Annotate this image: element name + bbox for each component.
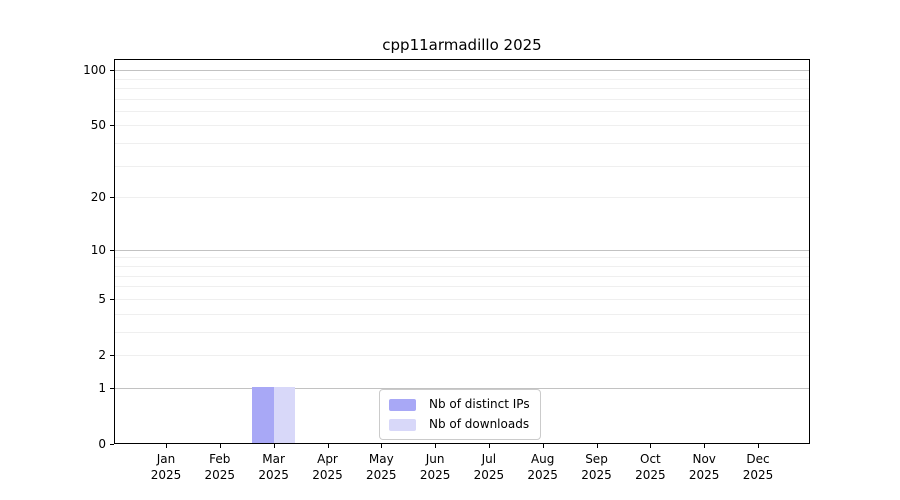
y-axis-tick-label: 10 [90,242,106,257]
y-tick-mark [110,444,114,445]
gridline-minor [115,165,809,167]
x-axis-tick-label: Jun 2025 [403,451,467,483]
x-tick-year: 2025 [688,468,720,482]
x-tick-year: 2025 [204,468,236,482]
legend-item: Nb of distinct IPs [389,395,530,414]
y-axis-tick-label: 100 [83,63,106,77]
x-tick-year: 2025 [527,468,558,482]
x-tick-mark [273,444,275,448]
x-tick-mark [488,444,490,448]
x-axis-tick-label: May 2025 [349,451,413,483]
x-tick-month: Apr [317,452,338,466]
x-tick-mark [650,444,652,448]
x-tick-mark [381,444,383,448]
x-tick-year: 2025 [150,468,182,482]
gridline-minor [115,78,809,80]
plot-area: Nb of distinct IPs Nb of downloads [114,59,810,444]
x-tick-year: 2025 [742,468,774,482]
x-axis-tick-label: Nov 2025 [672,451,736,483]
x-tick-year: 2025 [258,468,289,482]
y-tick-mark [110,387,114,389]
x-tick-month: Aug [530,452,555,466]
gridline-major [115,70,809,71]
legend-swatch [389,418,416,431]
gridline-major [115,249,809,251]
y-tick-mark [110,355,114,356]
legend-swatch [389,398,416,411]
x-tick-mark [166,444,167,448]
x-axis-tick-label: Aug 2025 [511,451,575,483]
x-tick-month: Dec [746,452,770,466]
x-tick-mark [758,444,759,448]
x-axis-tick-label: Jul 2025 [457,451,521,483]
gridline-minor [115,286,809,288]
x-axis-tick-label: Oct 2025 [618,451,682,483]
x-tick-month: Jan [156,452,176,466]
x-tick-month: Oct [640,452,661,466]
gridline-minor [115,298,809,300]
y-tick-mark [110,249,114,251]
y-axis-tick-label: 1 [98,380,106,395]
x-tick-mark [596,444,598,448]
x-tick-month: Feb [209,452,231,466]
y-tick-mark [110,70,114,71]
y-axis-tick-label: 5 [98,291,106,306]
x-axis-tick-label: Mar 2025 [242,451,306,483]
gridline-major [115,387,809,389]
gridline-minor [115,98,809,100]
gridline-minor [115,197,809,199]
legend-label: Nb of distinct IPs [429,397,530,411]
gridline-minor [115,87,809,89]
x-tick-year: 2025 [635,468,666,482]
x-tick-mark [327,444,329,448]
y-axis-tick-label: 20 [90,190,106,205]
x-tick-year: 2025 [581,468,612,482]
x-tick-year: 2025 [312,468,343,482]
x-axis-tick-label: Jan 2025 [134,451,198,483]
bar-nb-of-downloads [273,386,296,443]
x-tick-year: 2025 [473,468,505,482]
gridline-minor [115,265,809,267]
x-tick-year: 2025 [419,468,451,482]
x-axis-tick-label: Sep 2025 [565,451,629,483]
x-tick-mark [435,444,437,448]
bar-nb-of-distinct-ips [252,386,274,443]
x-tick-month: May [368,452,394,466]
gridline-minor [115,275,809,277]
gridline-minor [115,110,809,112]
y-axis-tick-label: 2 [98,348,106,362]
x-tick-month: Sep [585,452,608,466]
x-axis-tick-label: Apr 2025 [296,451,360,483]
x-axis-tick-label: Feb 2025 [188,451,252,483]
x-tick-month: Jun [425,452,445,466]
gridline-minor [115,257,809,259]
x-tick-mark [704,444,706,448]
y-tick-mark [110,125,114,127]
gridline-minor [115,143,809,145]
chart-title: cpp11armadillo 2025 [382,36,542,54]
x-tick-month: Mar [262,452,285,466]
x-tick-month: Jul [481,452,497,466]
legend: Nb of distinct IPs Nb of downloads [379,389,541,440]
x-tick-mark [219,444,221,448]
x-tick-mark [542,444,544,448]
x-tick-year: 2025 [366,468,397,482]
y-tick-mark [110,197,114,199]
gridline-minor [115,331,809,333]
x-tick-month: Nov [692,452,716,466]
y-tick-mark [110,298,114,300]
y-axis-tick-label: 0 [98,437,106,451]
x-axis-tick-label: Dec 2025 [726,451,790,483]
gridline-minor [115,355,809,356]
gridline-minor [115,125,809,127]
gridline-minor [115,313,809,315]
legend-item: Nb of downloads [389,415,530,434]
legend-label: Nb of downloads [429,417,530,431]
y-axis-tick-label: 50 [90,118,106,133]
